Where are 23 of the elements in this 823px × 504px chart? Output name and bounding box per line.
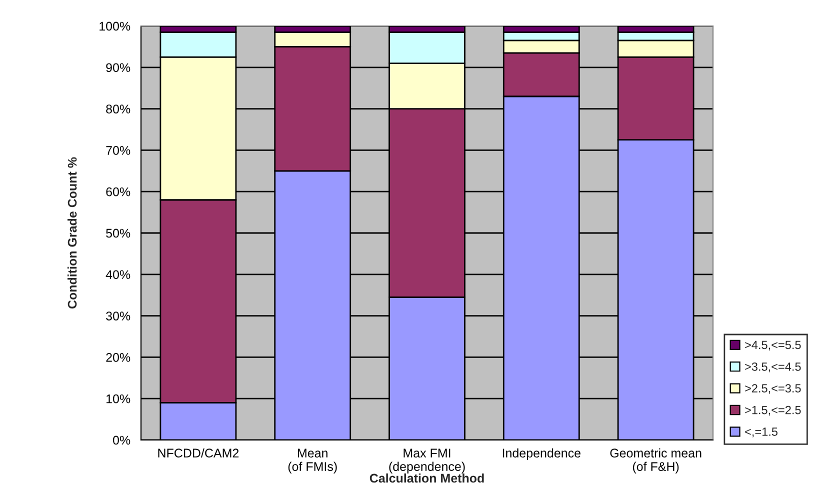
y-tick-label: 10%	[106, 394, 130, 404]
x-tick-label: Mean (of FMIs)	[288, 448, 337, 474]
x-tick-label: Max FMI (dependence)	[389, 448, 465, 474]
x-tick-label: Geometric mean (of F&H)	[610, 448, 702, 474]
x-tick-label: Independence	[502, 448, 580, 460]
y-tick-label: 50%	[106, 228, 130, 238]
y-tick-label: 0%	[113, 436, 130, 445]
legend-label: <,=1.5	[745, 428, 778, 438]
y-axis-title: Condition Grade Count %	[68, 157, 77, 309]
y-tick-label: 40%	[106, 270, 130, 280]
y-tick-label: 30%	[106, 312, 130, 320]
y-tick-label: 100%	[100, 22, 130, 31]
x-tick-label: NFCDD/CAM2	[158, 448, 239, 458]
y-tick-label: 60%	[106, 187, 130, 196]
legend-label: >1.5,<=2.5	[745, 406, 801, 416]
y-tick-label: 20%	[106, 353, 130, 362]
y-tick-label: 80%	[106, 104, 130, 114]
legend-label: >3.5,<=4.5	[745, 362, 801, 372]
legend-label: >2.5,<=3.5	[745, 384, 801, 394]
legend-label: >4.5,<=5.5	[745, 340, 801, 351]
x-axis-title: Calculation Method	[370, 473, 484, 483]
y-tick-label: 70%	[106, 146, 130, 155]
y-tick-label: 90%	[106, 63, 130, 72]
